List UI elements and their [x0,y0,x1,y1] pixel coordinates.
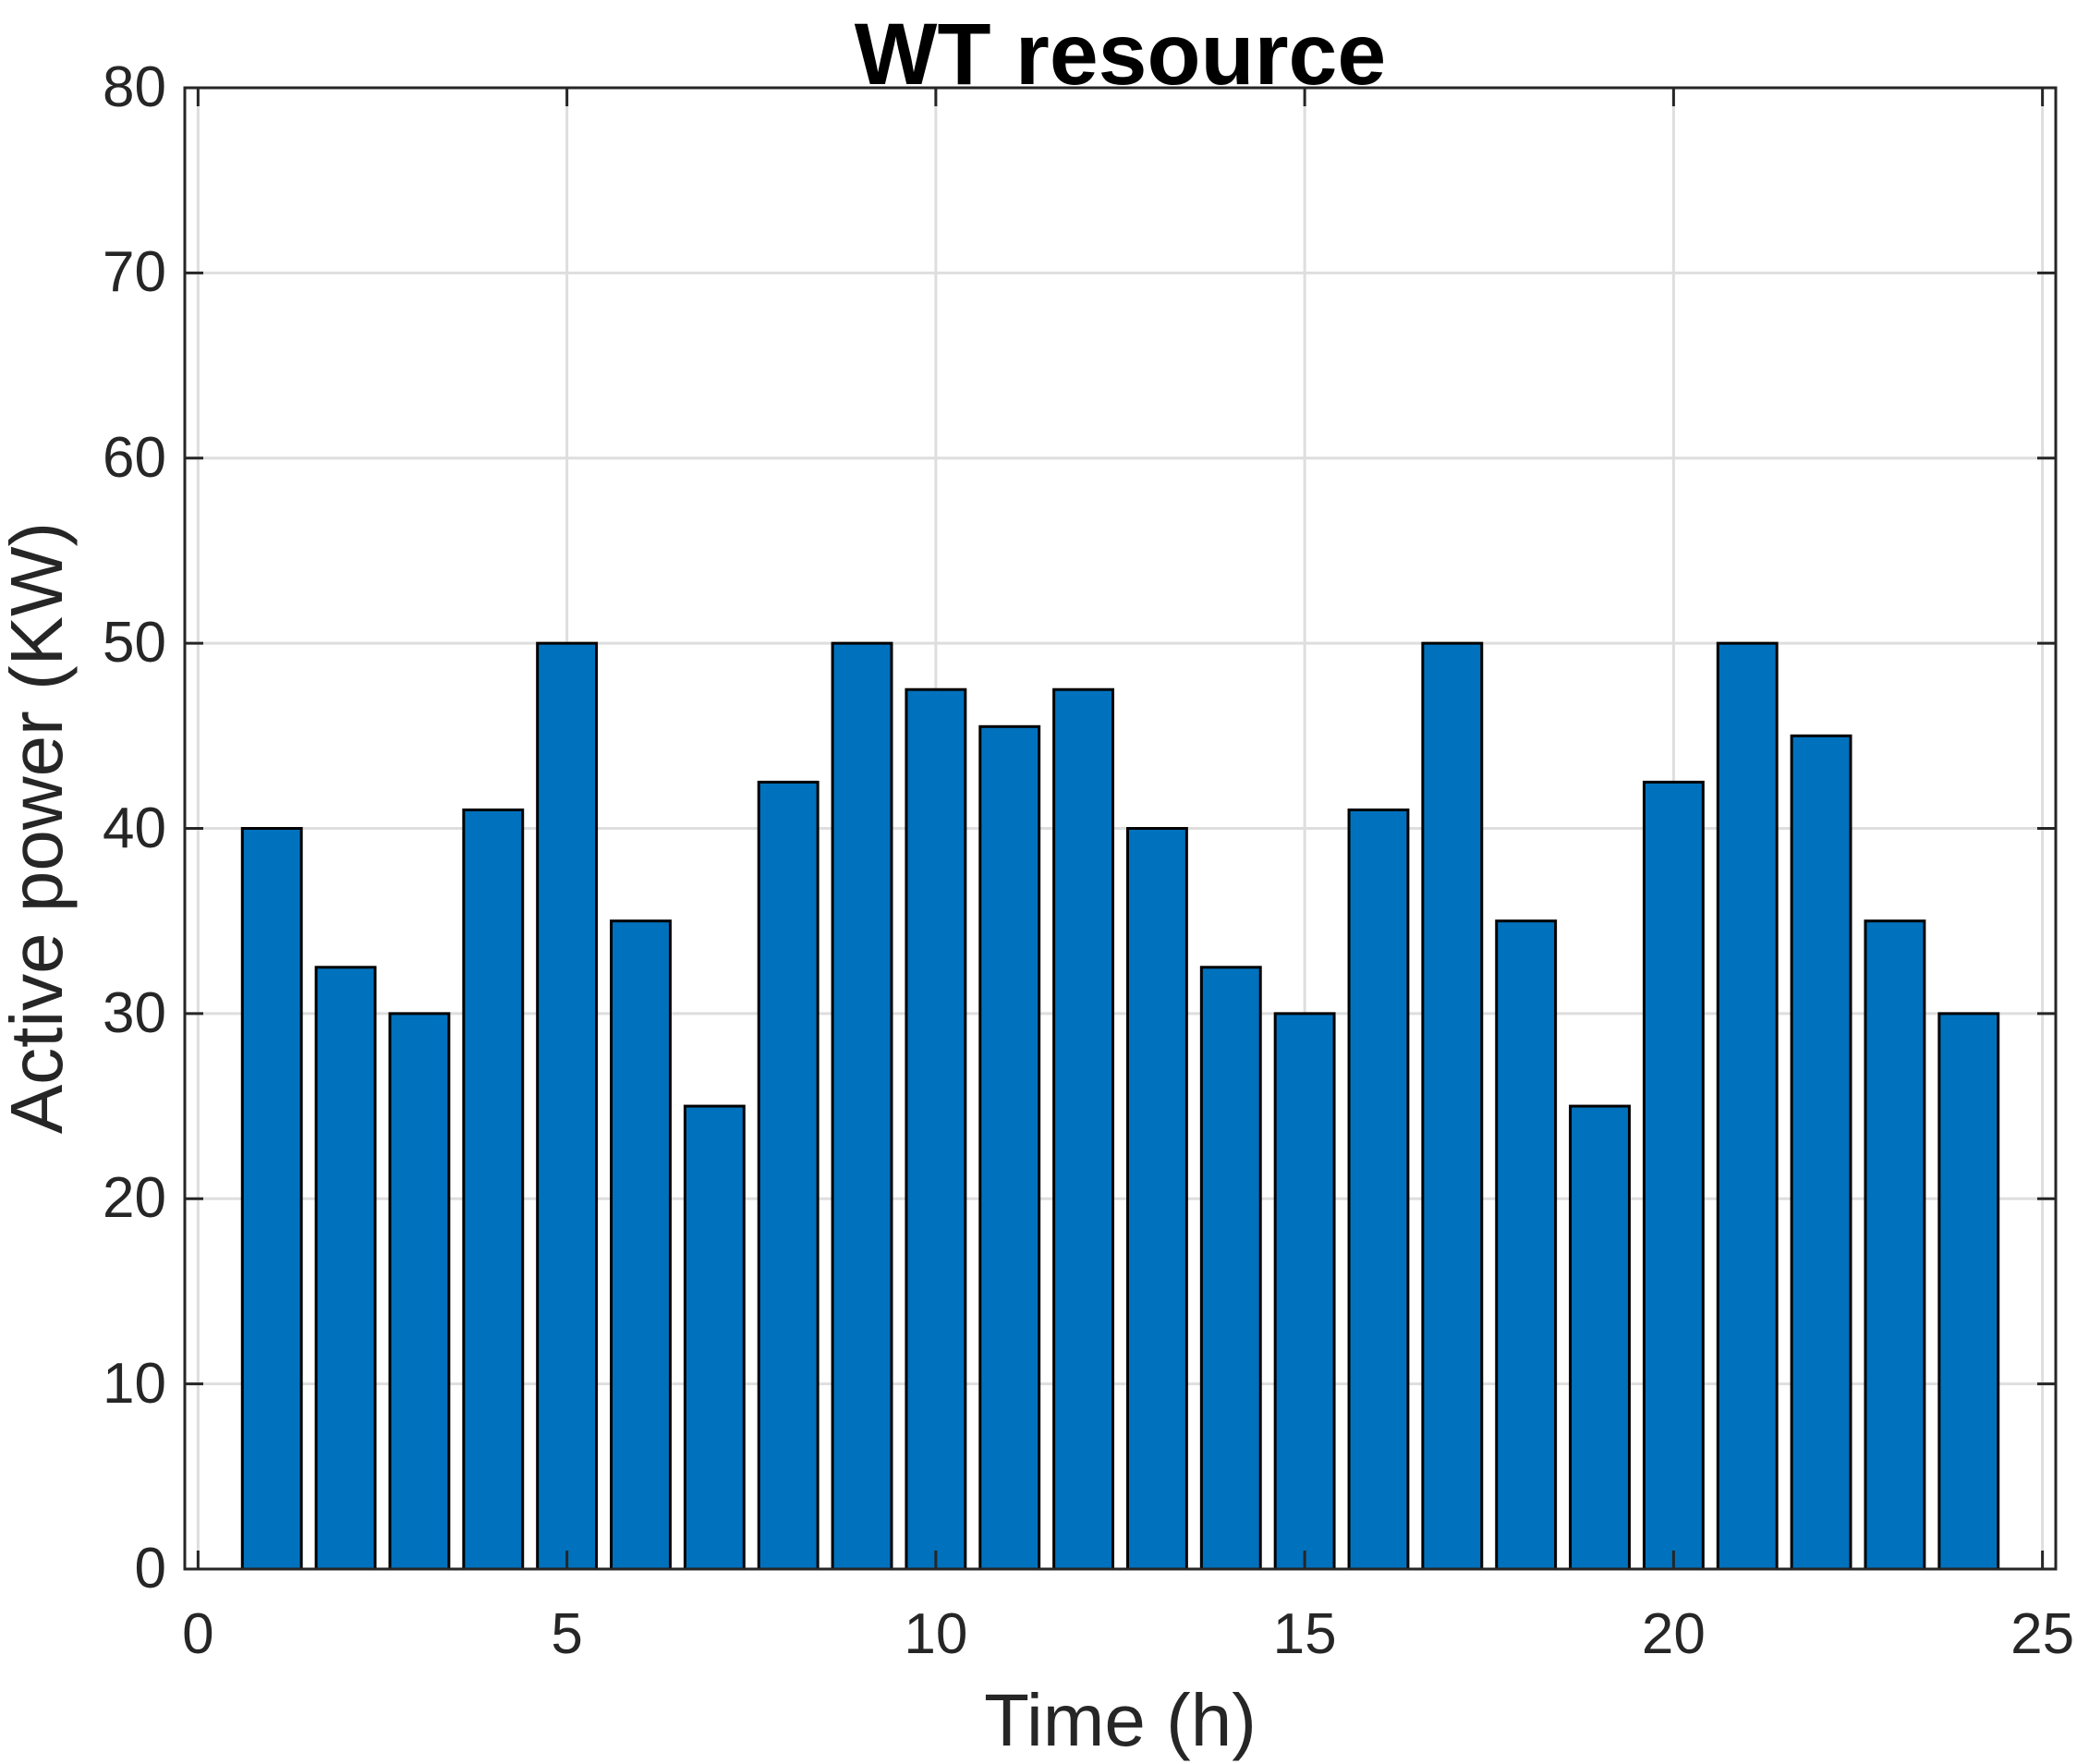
bar-hour-7 [683,1104,746,1571]
bar-hour-10 [905,687,967,1571]
bar-hour-21 [1716,641,1779,1571]
x-tick-label: 25 [2010,1602,2075,1666]
bar-hour-18 [1495,919,1558,1571]
bar-hour-11 [978,724,1041,1571]
y-tick-label: 30 [103,980,166,1045]
y-tick-label: 0 [134,1537,166,1600]
y-tick-label: 20 [103,1166,166,1231]
bar-hour-20 [1642,780,1705,1571]
y-tick-label: 60 [103,425,166,490]
y-tick-label: 10 [103,1351,166,1416]
x-tick-label: 15 [1272,1602,1337,1666]
bar-hour-19 [1569,1104,1631,1571]
bar-hour-9 [831,641,893,1571]
y-tick-label: 50 [103,611,166,675]
bar-hour-14 [1199,966,1262,1571]
bar-hour-22 [1790,734,1852,1571]
bar-hour-15 [1273,1012,1336,1571]
y-tick-label: 40 [103,796,166,860]
bar-hour-8 [757,780,820,1571]
bar-hour-12 [1052,687,1115,1571]
bar-hour-24 [1937,1012,2000,1571]
bar-hour-2 [314,966,377,1571]
bar-hour-17 [1421,641,1484,1571]
x-tick-label: 5 [551,1602,583,1666]
bar-hour-4 [462,808,525,1571]
x-axis-label: Time (h) [984,1679,1257,1761]
y-axis-label: Active power (KW) [0,521,78,1135]
bar-hour-16 [1347,808,1410,1571]
bar-hour-6 [610,919,672,1571]
y-tick-label: 70 [103,240,166,305]
bar-hour-23 [1864,919,1926,1571]
bar-hour-5 [536,641,599,1571]
bar-hour-3 [388,1012,451,1571]
bar-hour-1 [240,827,303,1571]
y-tick-label: 80 [103,55,166,119]
bar-hour-13 [1125,827,1188,1571]
x-tick-label: 0 [182,1602,214,1666]
x-tick-label: 20 [1641,1602,1706,1666]
x-tick-label: 10 [904,1602,968,1666]
